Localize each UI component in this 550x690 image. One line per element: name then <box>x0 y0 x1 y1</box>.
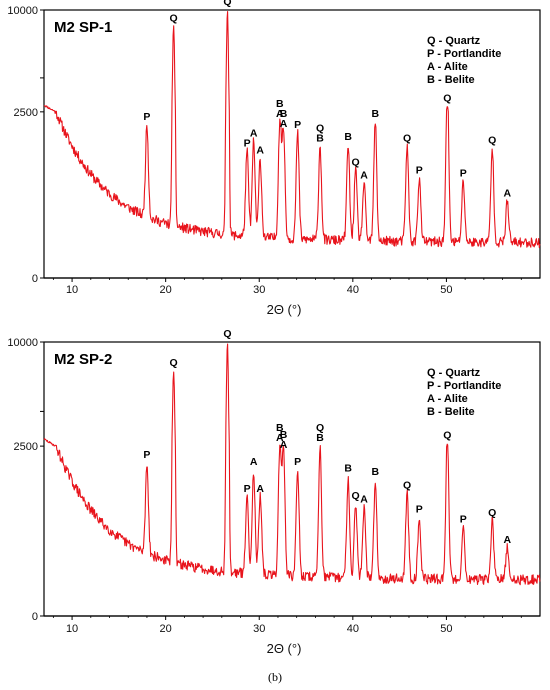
peak-label: A <box>360 493 368 505</box>
peak-label: A <box>280 439 288 451</box>
x-tick-label: 40 <box>347 284 359 296</box>
legend-entry: P - Portlandite <box>427 380 501 392</box>
panel-title: M2 SP-1 <box>54 19 112 36</box>
peak-label: B <box>371 108 379 120</box>
peak-label: P <box>460 514 467 526</box>
peak-label: A <box>503 534 511 546</box>
peak-label: B <box>316 432 324 444</box>
peak-label: B <box>316 132 324 144</box>
panel-title: M2 SP-2 <box>54 351 112 368</box>
x-tick-label: 30 <box>253 623 265 635</box>
peak-label: A <box>250 128 258 140</box>
y-tick-label: 2500 <box>14 107 38 119</box>
peak-label: B <box>280 108 288 120</box>
peak-label: Q <box>352 490 360 502</box>
peak-label: Q <box>488 134 496 146</box>
peak-label: P <box>244 138 251 150</box>
figure-caption: (b) <box>268 670 282 684</box>
peak-label: A <box>256 144 264 156</box>
peak-label: A <box>256 483 264 495</box>
peak-label: B <box>344 463 352 475</box>
peak-label: P <box>460 168 467 180</box>
peak-label: Q <box>170 12 178 24</box>
peak-label: Q <box>443 429 451 441</box>
x-tick-label: 20 <box>160 623 172 635</box>
peak-label: Q <box>443 92 451 104</box>
plot-frame <box>43 9 541 279</box>
peak-label: Q <box>316 122 324 134</box>
x-tick-label: 40 <box>347 623 359 635</box>
legend-entry: A - Alite <box>427 393 468 405</box>
peak-label: A <box>276 108 284 120</box>
peak-label: Q <box>316 422 324 434</box>
x-tick-label: 50 <box>440 623 452 635</box>
legend-entry: B - Belite <box>427 406 475 418</box>
legend-entry: A - Alite <box>427 61 468 73</box>
peak-label: A <box>280 118 288 130</box>
peak-label: P <box>143 449 150 461</box>
legend-entry: B - Belite <box>427 74 475 86</box>
x-tick-label: 10 <box>66 623 78 635</box>
y-tick-label: 10000 <box>7 5 38 17</box>
panels-group: 0 2500 10000 10 20 30 40 50 2Θ (°) M2 SP-1 Q - Qua… <box>7 0 541 656</box>
x-tick-label: 10 <box>66 284 78 296</box>
legend-entry: Q - Quartz <box>427 367 481 379</box>
peak-label: P <box>143 111 150 123</box>
peak-label: P <box>416 503 423 515</box>
y-tick-label: 10000 <box>7 337 38 349</box>
y-tick-label: 0 <box>32 611 38 623</box>
xrd-pattern-line <box>43 343 541 586</box>
x-axis-title: 2Θ (°) <box>267 302 302 317</box>
peak-label: P <box>294 456 301 468</box>
peak-label: B <box>280 429 288 441</box>
peak-label: Q <box>170 357 178 369</box>
xrd-pattern-line <box>43 11 541 249</box>
peak-label: B <box>344 131 352 143</box>
plot-frame <box>43 341 541 617</box>
peak-label: Q <box>488 507 496 519</box>
peak-label: B <box>276 422 284 434</box>
peak-label: Q <box>403 480 411 492</box>
peak-label: Q <box>223 328 231 340</box>
peak-label: A <box>503 188 511 200</box>
peak-label: P <box>244 483 251 495</box>
x-axis-title: 2Θ (°) <box>267 641 302 656</box>
peak-label: A <box>250 456 258 468</box>
xrd-panel-2: 0 2500 10000 10 20 30 40 50 2Θ (°) M2 SP-2 Q - Qua… <box>7 328 541 656</box>
peak-label: B <box>371 466 379 478</box>
x-tick-label: 50 <box>440 284 452 296</box>
peak-label: P <box>416 164 423 176</box>
x-tick-label: 30 <box>253 284 265 296</box>
peak-label: A <box>276 432 284 444</box>
legend-entry: P - Portlandite <box>427 48 501 60</box>
legend-entry: Q - Quartz <box>427 35 481 47</box>
peak-label: B <box>276 98 284 110</box>
peak-label: Q <box>223 0 231 8</box>
peak-label: P <box>294 119 301 131</box>
y-tick-label: 2500 <box>14 441 38 453</box>
peak-label: Q <box>403 132 411 144</box>
y-tick-label: 0 <box>32 273 38 285</box>
x-tick-label: 20 <box>160 284 172 296</box>
peak-label: A <box>360 170 368 182</box>
peak-label: Q <box>352 156 360 168</box>
xrd-panel-1: 0 2500 10000 10 20 30 40 50 2Θ (°) M2 SP-1 Q - Qua… <box>7 0 541 317</box>
